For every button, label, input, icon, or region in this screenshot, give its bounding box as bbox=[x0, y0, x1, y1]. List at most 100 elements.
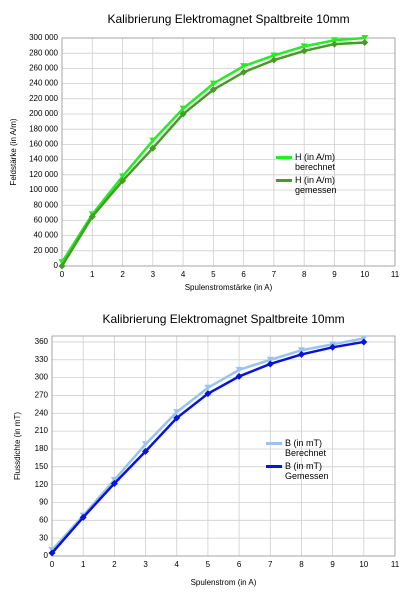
x-tick-label: 0 bbox=[60, 270, 65, 279]
x-tick-label: 7 bbox=[272, 270, 277, 279]
y-tick-label: 0 bbox=[44, 551, 49, 560]
y-tick-label: 270 bbox=[35, 391, 49, 400]
marker bbox=[266, 360, 274, 368]
plot-frame bbox=[61, 37, 396, 267]
marker bbox=[329, 343, 337, 351]
marker bbox=[204, 390, 212, 398]
marker bbox=[240, 68, 248, 76]
legend: B (in mT) Berechnet B (in mT) Gemessen bbox=[266, 438, 343, 484]
y-tick-label: 180 bbox=[35, 444, 49, 453]
y-tick-label: 60 000 bbox=[34, 216, 59, 225]
y-tick-label: 180 000 bbox=[29, 124, 58, 133]
legend: H (in A/m) berechnet H (in A/m) gemessen bbox=[276, 152, 353, 198]
marker bbox=[58, 262, 66, 270]
marker bbox=[173, 409, 181, 416]
x-tick-label: 1 bbox=[90, 270, 95, 279]
y-tick-label: 120 000 bbox=[29, 170, 58, 179]
x-tick-label: 8 bbox=[302, 270, 307, 279]
chart-title: Kalibrierung Elektromagnet Spaltbreite 1… bbox=[102, 312, 344, 326]
marker bbox=[270, 56, 278, 64]
marker bbox=[79, 513, 87, 521]
y-tick-label: 90 bbox=[39, 498, 48, 507]
y-tick-label: 240 bbox=[35, 408, 49, 417]
marker bbox=[209, 86, 217, 94]
marker bbox=[149, 137, 157, 144]
marker bbox=[48, 549, 56, 557]
y-tick-label: 150 bbox=[35, 462, 49, 471]
x-axis-label: Spulenstrom (in A) bbox=[191, 578, 257, 587]
chart-title: Kalibrierung Elektromagnet Spaltbreite 1… bbox=[107, 12, 349, 26]
marker bbox=[270, 52, 278, 59]
y-tick-label: 240 000 bbox=[29, 79, 58, 88]
legend-label: B (in mT) Gemessen bbox=[285, 461, 329, 481]
marker bbox=[240, 63, 248, 70]
x-tick-label: 3 bbox=[143, 560, 148, 569]
marker bbox=[330, 37, 338, 44]
x-tick-label: 7 bbox=[268, 560, 273, 569]
x-tick-label: 8 bbox=[299, 560, 304, 569]
marker bbox=[142, 447, 150, 455]
x-tick-label: 11 bbox=[391, 560, 400, 569]
x-tick-label: 2 bbox=[112, 560, 117, 569]
y-tick-label: 100 000 bbox=[29, 185, 58, 194]
marker bbox=[300, 47, 308, 55]
marker bbox=[361, 35, 369, 41]
marker bbox=[361, 39, 369, 47]
marker bbox=[300, 43, 308, 50]
marker bbox=[110, 476, 118, 483]
x-tick-label: 5 bbox=[211, 270, 216, 279]
marker bbox=[179, 110, 187, 118]
x-tick-label: 6 bbox=[237, 560, 242, 569]
marker bbox=[297, 347, 305, 354]
marker bbox=[209, 80, 217, 87]
marker bbox=[58, 259, 66, 266]
y-tick-label: 260 000 bbox=[29, 64, 58, 73]
x-tick-label: 9 bbox=[332, 270, 337, 279]
y-tick-label: 330 bbox=[35, 355, 49, 364]
y-tick-label: 280 000 bbox=[29, 48, 58, 57]
legend-swatch bbox=[276, 179, 292, 182]
x-tick-label: 10 bbox=[360, 270, 369, 279]
y-tick-label: 60 bbox=[39, 515, 48, 524]
x-tick-label: 0 bbox=[50, 560, 55, 569]
marker bbox=[360, 338, 368, 346]
y-tick-label: 140 000 bbox=[29, 155, 58, 164]
legend-swatch bbox=[266, 442, 282, 445]
legend-entry: B (in mT) Gemessen bbox=[266, 461, 343, 481]
x-tick-label: 5 bbox=[206, 560, 211, 569]
y-axis-label: Feldstärke (in A/m) bbox=[9, 118, 18, 185]
x-tick-label: 9 bbox=[330, 560, 335, 569]
y-tick-label: 220 000 bbox=[29, 94, 58, 103]
y-tick-label: 20 000 bbox=[34, 246, 59, 255]
marker bbox=[330, 40, 338, 48]
marker bbox=[204, 384, 212, 391]
x-tick-label: 10 bbox=[359, 560, 368, 569]
y-tick-label: 300 bbox=[35, 373, 49, 382]
legend-label: H (in A/m) gemessen bbox=[295, 175, 337, 195]
y-tick-label: 210 bbox=[35, 426, 49, 435]
marker bbox=[119, 173, 127, 180]
y-tick-label: 80 000 bbox=[34, 200, 59, 209]
y-axis-label: Flussdichte (in mT) bbox=[13, 412, 22, 480]
y-tick-label: 200 000 bbox=[29, 109, 58, 118]
y-tick-label: 300 000 bbox=[29, 33, 58, 42]
marker bbox=[149, 144, 157, 152]
legend-swatch bbox=[266, 465, 282, 468]
plot-frame bbox=[51, 335, 396, 557]
legend-swatch bbox=[276, 156, 292, 159]
marker bbox=[88, 213, 96, 221]
y-tick-label: 120 bbox=[35, 480, 49, 489]
x-tick-label: 1 bbox=[81, 560, 86, 569]
marker bbox=[297, 350, 305, 358]
legend-label: B (in mT) Berechnet bbox=[285, 438, 327, 458]
legend-entry: H (in A/m) berechnet bbox=[276, 152, 353, 172]
marker bbox=[142, 441, 150, 448]
y-tick-label: 40 000 bbox=[34, 231, 59, 240]
marker bbox=[266, 356, 274, 363]
marker bbox=[110, 479, 118, 487]
legend-entry: B (in mT) Berechnet bbox=[266, 438, 343, 458]
y-tick-label: 30 bbox=[39, 533, 48, 542]
marker bbox=[179, 105, 187, 112]
y-tick-label: 160 000 bbox=[29, 140, 58, 149]
